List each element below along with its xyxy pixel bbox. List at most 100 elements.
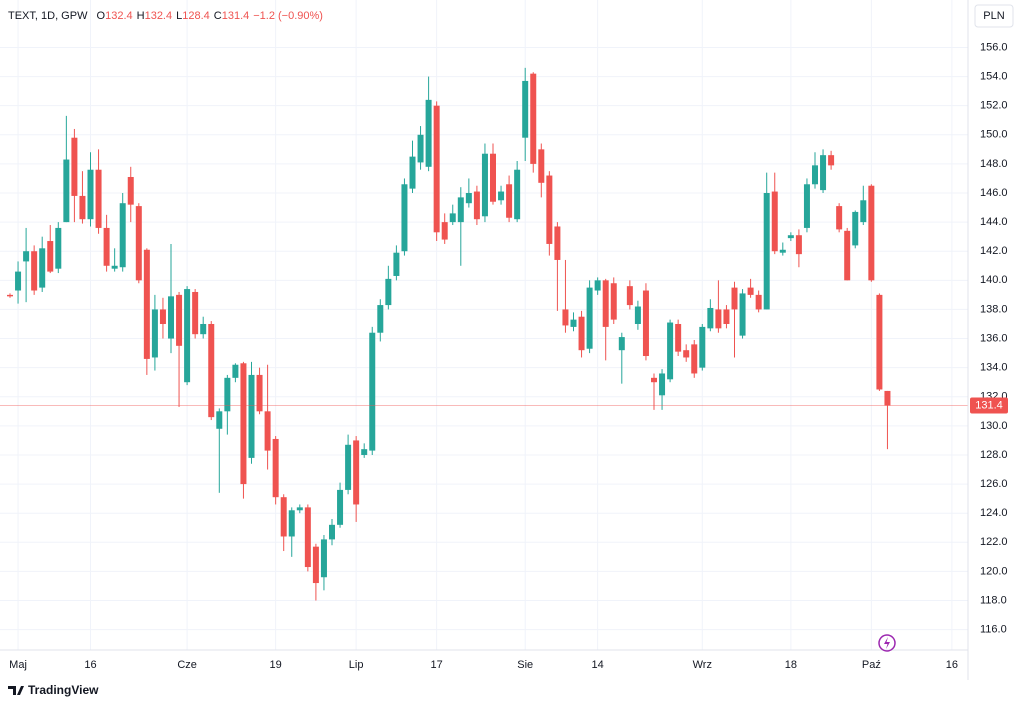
candle-body bbox=[506, 184, 513, 218]
currency[interactable]: PLN bbox=[983, 10, 1004, 22]
candle-body bbox=[659, 373, 666, 396]
candle-body bbox=[393, 252, 400, 276]
x-tick-label: 14 bbox=[592, 659, 604, 671]
candle-body bbox=[135, 206, 142, 281]
candle-body bbox=[691, 344, 698, 374]
candle-body bbox=[127, 176, 134, 205]
candle-body bbox=[610, 283, 617, 320]
x-tick-label: Maj bbox=[9, 659, 27, 671]
candle-body bbox=[369, 332, 376, 451]
candle-body bbox=[651, 377, 657, 383]
currency-button[interactable] bbox=[974, 4, 1014, 28]
candle-body bbox=[618, 337, 625, 351]
candle-body bbox=[240, 363, 247, 485]
candle-body bbox=[860, 200, 867, 223]
candle-body bbox=[272, 438, 279, 498]
candle-body bbox=[578, 316, 585, 351]
alert-icon[interactable] bbox=[878, 634, 896, 652]
candle-body bbox=[739, 293, 746, 336]
candle-body bbox=[707, 307, 714, 329]
candle-body bbox=[39, 248, 46, 288]
candle-body bbox=[208, 323, 215, 418]
candle-body bbox=[795, 235, 802, 255]
y-tick-label: 116.0 bbox=[980, 624, 1007, 636]
candle-body bbox=[337, 489, 344, 525]
x-tick-label: 17 bbox=[431, 659, 443, 671]
candle-body bbox=[852, 211, 859, 246]
candle-body bbox=[594, 280, 601, 291]
candle-body bbox=[763, 193, 770, 310]
y-tick-label: 136.0 bbox=[980, 332, 1008, 344]
candle-body bbox=[401, 184, 408, 252]
candle-body bbox=[747, 287, 754, 295]
candle-body bbox=[570, 319, 577, 327]
candle-body bbox=[409, 156, 416, 189]
y-tick-label: 124.0 bbox=[980, 507, 1008, 519]
candle-body bbox=[683, 350, 690, 358]
price-label: 131.4 bbox=[975, 399, 1003, 411]
y-tick-label: 140.0 bbox=[980, 274, 1008, 286]
candle-body bbox=[353, 440, 360, 505]
candle-body bbox=[256, 374, 263, 412]
y-tick-label: 148.0 bbox=[980, 158, 1008, 170]
candle-body bbox=[699, 326, 706, 368]
candle-body bbox=[626, 286, 633, 306]
candle-body bbox=[168, 296, 174, 339]
alert-bolt bbox=[884, 637, 890, 649]
candle-body bbox=[634, 306, 641, 324]
ohlc-label: L bbox=[176, 10, 182, 22]
candle-body bbox=[151, 309, 158, 358]
candle-body bbox=[31, 251, 38, 291]
candle-body bbox=[7, 294, 13, 297]
candle-body bbox=[771, 191, 778, 252]
candle-body bbox=[111, 265, 118, 269]
candle-body bbox=[288, 510, 295, 537]
candle-body bbox=[812, 165, 818, 185]
legend-header: TEXT, 1D, GPW O132.4 H132.4 L128.4 C131.4 −1… bbox=[8, 10, 323, 22]
candle-body bbox=[546, 175, 553, 244]
y-tick-label: 156.0 bbox=[980, 41, 1008, 53]
candle-body bbox=[320, 539, 327, 578]
x-tick-label: 16 bbox=[84, 659, 96, 671]
y-tick-label: 144.0 bbox=[980, 216, 1008, 228]
candle-body bbox=[87, 169, 94, 220]
candle-body bbox=[248, 374, 255, 458]
candle-body bbox=[192, 291, 199, 335]
y-tick-label: 142.0 bbox=[980, 245, 1008, 257]
candle-body bbox=[562, 309, 569, 326]
ohlc-label: H bbox=[137, 10, 145, 22]
brand-logo bbox=[8, 686, 24, 695]
ohlc-value: 128.4 bbox=[182, 10, 210, 22]
y-tick-label: 152.0 bbox=[980, 100, 1008, 112]
ohlc-label: O bbox=[97, 10, 106, 22]
ohlc-value: 131.4 bbox=[222, 10, 250, 22]
candle-body bbox=[755, 294, 762, 310]
candle-body bbox=[473, 191, 480, 220]
candle-body bbox=[47, 241, 54, 272]
candle-body bbox=[15, 271, 22, 291]
candle-body bbox=[224, 377, 231, 412]
candle-body bbox=[538, 149, 545, 183]
candle-body bbox=[522, 80, 529, 138]
x-tick-label: 16 bbox=[946, 659, 958, 671]
grid bbox=[0, 0, 968, 650]
candle-body bbox=[143, 249, 150, 359]
candle-body bbox=[79, 195, 86, 220]
candle-body bbox=[876, 294, 883, 390]
candle-body bbox=[779, 249, 786, 253]
candle-body bbox=[119, 203, 126, 268]
candle-body bbox=[55, 227, 62, 269]
candle-body bbox=[803, 184, 810, 228]
candle-body bbox=[441, 222, 448, 240]
candle-body bbox=[490, 153, 496, 202]
brand: TradingView bbox=[28, 683, 99, 697]
x-tick-label: Wrz bbox=[693, 659, 712, 671]
candle-body bbox=[417, 134, 424, 163]
candle-body bbox=[304, 507, 311, 568]
y-tick-label: 128.0 bbox=[980, 449, 1008, 461]
candle-body bbox=[675, 323, 682, 352]
candle-body bbox=[71, 137, 78, 196]
candle-body bbox=[433, 105, 440, 233]
candle-body bbox=[385, 278, 392, 306]
y-tick-label: 122.0 bbox=[980, 536, 1008, 548]
